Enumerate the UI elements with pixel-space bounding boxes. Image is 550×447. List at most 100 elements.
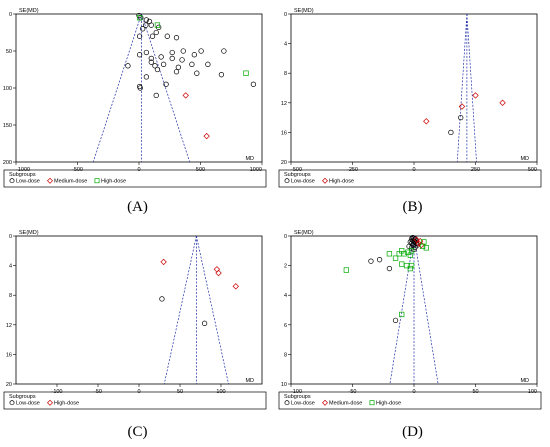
point-low-dose-a <box>152 63 158 69</box>
funnel-right-limit-d <box>413 235 439 385</box>
y-tick-label-b: 4 <box>284 42 287 48</box>
legend-marker-high-dose-a <box>94 178 100 184</box>
point-low-dose-a <box>198 48 204 54</box>
point-low-dose-a <box>158 54 164 60</box>
point-low-dose-a <box>125 63 131 69</box>
y-tick-label-d: 2 <box>284 264 287 270</box>
funnel-right-limit-a <box>141 13 191 163</box>
plot-frame-b <box>290 13 538 163</box>
legend-marker-low-dose-d <box>284 400 290 406</box>
point-high-dose-d <box>401 251 407 257</box>
legend-label-low-dose-c: Low-dose <box>16 401 40 407</box>
legend-marker-medium-dose-d <box>322 399 328 406</box>
y-tick-label-b: 16 <box>281 130 287 136</box>
y-tick-label-a: 50 <box>6 49 12 55</box>
point-low-dose-b <box>448 129 454 136</box>
y-tick-label-c: 0 <box>9 234 12 240</box>
y-tick-label-d: 0 <box>284 234 287 240</box>
x-axis-label-c: MD <box>245 378 254 384</box>
point-low-dose-a <box>136 33 143 39</box>
y-axis-label-a: SE(MD) <box>19 8 39 14</box>
legend-label-medium-dose-a: Medium-dose <box>54 179 87 185</box>
point-high-dose-a <box>154 22 161 28</box>
legend-title-a: Subgroups <box>9 172 36 178</box>
point-low-dose-a <box>140 26 146 32</box>
point-low-dose-d <box>386 265 393 272</box>
point-high-dose-d <box>399 311 405 318</box>
y-tick-label-b: 0 <box>284 12 287 18</box>
plot-frame-c <box>15 235 263 385</box>
point-high-dose-b <box>423 118 430 125</box>
caption-c: (C) <box>127 424 148 440</box>
point-low-dose-a <box>189 61 195 67</box>
funnel-plot-b: SE(MD) MD 0 4 8 12 16 20 -500 -250 0 250 500 Subgroup… <box>275 0 550 195</box>
legend-box-a <box>3 169 267 188</box>
legend-marker-high-dose-d <box>369 400 375 406</box>
legend-label-high-dose-d: High-dose <box>376 401 401 407</box>
point-low-dose-d <box>392 317 399 324</box>
point-low-dose-a <box>163 81 169 87</box>
x-axis-label-a: MD <box>245 156 254 162</box>
point-high-dose-d <box>408 262 415 269</box>
point-medium-dose-a <box>203 132 210 140</box>
y-tick-label-c: 20 <box>6 382 12 388</box>
point-high-dose-d <box>392 255 399 261</box>
y-tick-label-a: 150 <box>3 123 12 129</box>
y-axis-label-c: SE(MD) <box>19 230 39 236</box>
point-high-dose-c <box>160 258 167 266</box>
point-low-dose-d <box>411 241 417 247</box>
point-low-dose-a <box>179 57 185 63</box>
y-tick-label-a: 0 <box>9 12 12 18</box>
point-low-dose-a <box>164 33 170 39</box>
point-low-dose-a <box>221 48 227 54</box>
point-low-dose-b <box>458 114 464 121</box>
point-high-dose-d <box>343 267 350 273</box>
point-high-dose-c <box>232 283 239 290</box>
x-axis-label-d: MD <box>520 378 529 384</box>
funnel-plot-c: SE(MD) MD 0 4 8 12 16 20 -100 -50 0 50 100 Subgroups L… <box>0 222 275 417</box>
point-low-dose-a <box>173 35 180 41</box>
point-high-dose-b <box>458 103 466 110</box>
point-high-dose-b <box>499 99 506 106</box>
point-low-dose-a <box>173 69 180 75</box>
point-low-dose-d <box>376 257 383 263</box>
y-tick-label-a: 200 <box>3 160 12 166</box>
point-low-dose-a <box>148 55 154 62</box>
point-high-dose-d <box>399 261 405 267</box>
funnel-left-limit-a <box>92 13 142 163</box>
point-low-dose-a <box>250 81 257 87</box>
point-high-dose-c <box>213 266 221 273</box>
legend-marker-high-dose-c <box>47 399 53 406</box>
y-tick-label-d: 10 <box>281 382 287 388</box>
funnel-plot-d: SE(MD) MD 0 2 4 6 8 10 -100 -50 0 50 100 Subgroups Low… <box>275 222 550 417</box>
point-low-dose-a <box>175 64 182 70</box>
point-low-dose-a <box>160 61 167 67</box>
legend-label-high-dose-c: High-dose <box>54 401 79 407</box>
point-low-dose-a <box>180 48 186 54</box>
point-high-dose-d <box>386 251 393 257</box>
legend-marker-low-dose-b <box>284 178 290 184</box>
point-low-dose-a <box>218 72 225 78</box>
plot-frame-a <box>15 13 263 163</box>
x-axis-label-b: MD <box>520 156 529 162</box>
funnel-left-limit-d <box>389 235 415 385</box>
legend-box-d <box>278 391 542 410</box>
funnel-plot-a: SE(MD) MD 0 50 100 150 200 -1000 -500 0 500 1000 Sub… <box>0 0 275 195</box>
point-low-dose-a <box>205 61 211 67</box>
point-low-dose-c <box>159 296 165 302</box>
legend-title-d: Subgroups <box>284 394 311 400</box>
funnel-left-limit-b <box>456 13 468 163</box>
y-axis-label-d: SE(MD) <box>294 230 314 236</box>
point-high-dose-d <box>407 252 413 258</box>
y-axis-label-b: SE(MD) <box>294 8 314 14</box>
y-tick-label-c: 16 <box>6 352 12 358</box>
point-low-dose-a <box>149 33 156 39</box>
legend-box-b <box>278 169 542 188</box>
y-tick-label-b: 8 <box>284 71 287 77</box>
point-high-dose-a <box>243 70 249 76</box>
legend-marker-low-dose-a <box>9 178 15 184</box>
point-high-dose-b <box>472 92 479 99</box>
point-low-dose-a <box>136 52 143 58</box>
